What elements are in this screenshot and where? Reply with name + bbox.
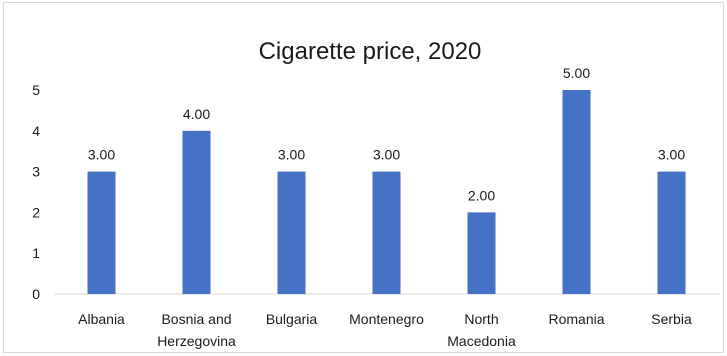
data-label: 2.00 — [468, 187, 495, 203]
bars — [87, 90, 686, 294]
chart-title: Cigarette price, 2020 — [259, 38, 482, 65]
y-tick-label: 3 — [32, 164, 40, 180]
bar — [277, 171, 306, 294]
y-tick-label: 2 — [32, 204, 40, 220]
category-label: Albania — [78, 311, 125, 327]
bar — [467, 212, 496, 294]
y-tick-label: 4 — [32, 123, 40, 139]
category-label: Herzegovina — [157, 333, 236, 349]
y-axis-tick-labels: 0 1 2 3 4 5 — [32, 82, 40, 302]
bar — [372, 171, 401, 294]
category-label: Bosnia and — [161, 311, 231, 327]
bar — [182, 130, 211, 294]
category-label: Montenegro — [349, 311, 424, 327]
bar — [657, 171, 686, 294]
data-label: 3.00 — [658, 147, 685, 163]
category-label: Bulgaria — [266, 311, 318, 327]
y-tick-label: 1 — [32, 245, 40, 261]
data-label: 3.00 — [88, 147, 115, 163]
data-labels: 3.00 4.00 3.00 3.00 2.00 5.00 3.00 — [88, 65, 685, 203]
category-label: North — [464, 311, 498, 327]
category-label: Macedonia — [447, 333, 516, 349]
data-label: 5.00 — [563, 65, 590, 81]
category-label: Serbia — [651, 311, 692, 327]
bar — [87, 171, 116, 294]
data-label: 3.00 — [373, 147, 400, 163]
data-label: 3.00 — [278, 147, 305, 163]
category-labels: Albania Bosnia and Herzegovina Bulgaria Mont… — [78, 311, 692, 349]
y-tick-label: 5 — [32, 82, 40, 98]
data-label: 4.00 — [183, 106, 210, 122]
category-label: Romania — [548, 311, 604, 327]
y-tick-label: 0 — [32, 286, 40, 302]
bar — [562, 90, 591, 294]
